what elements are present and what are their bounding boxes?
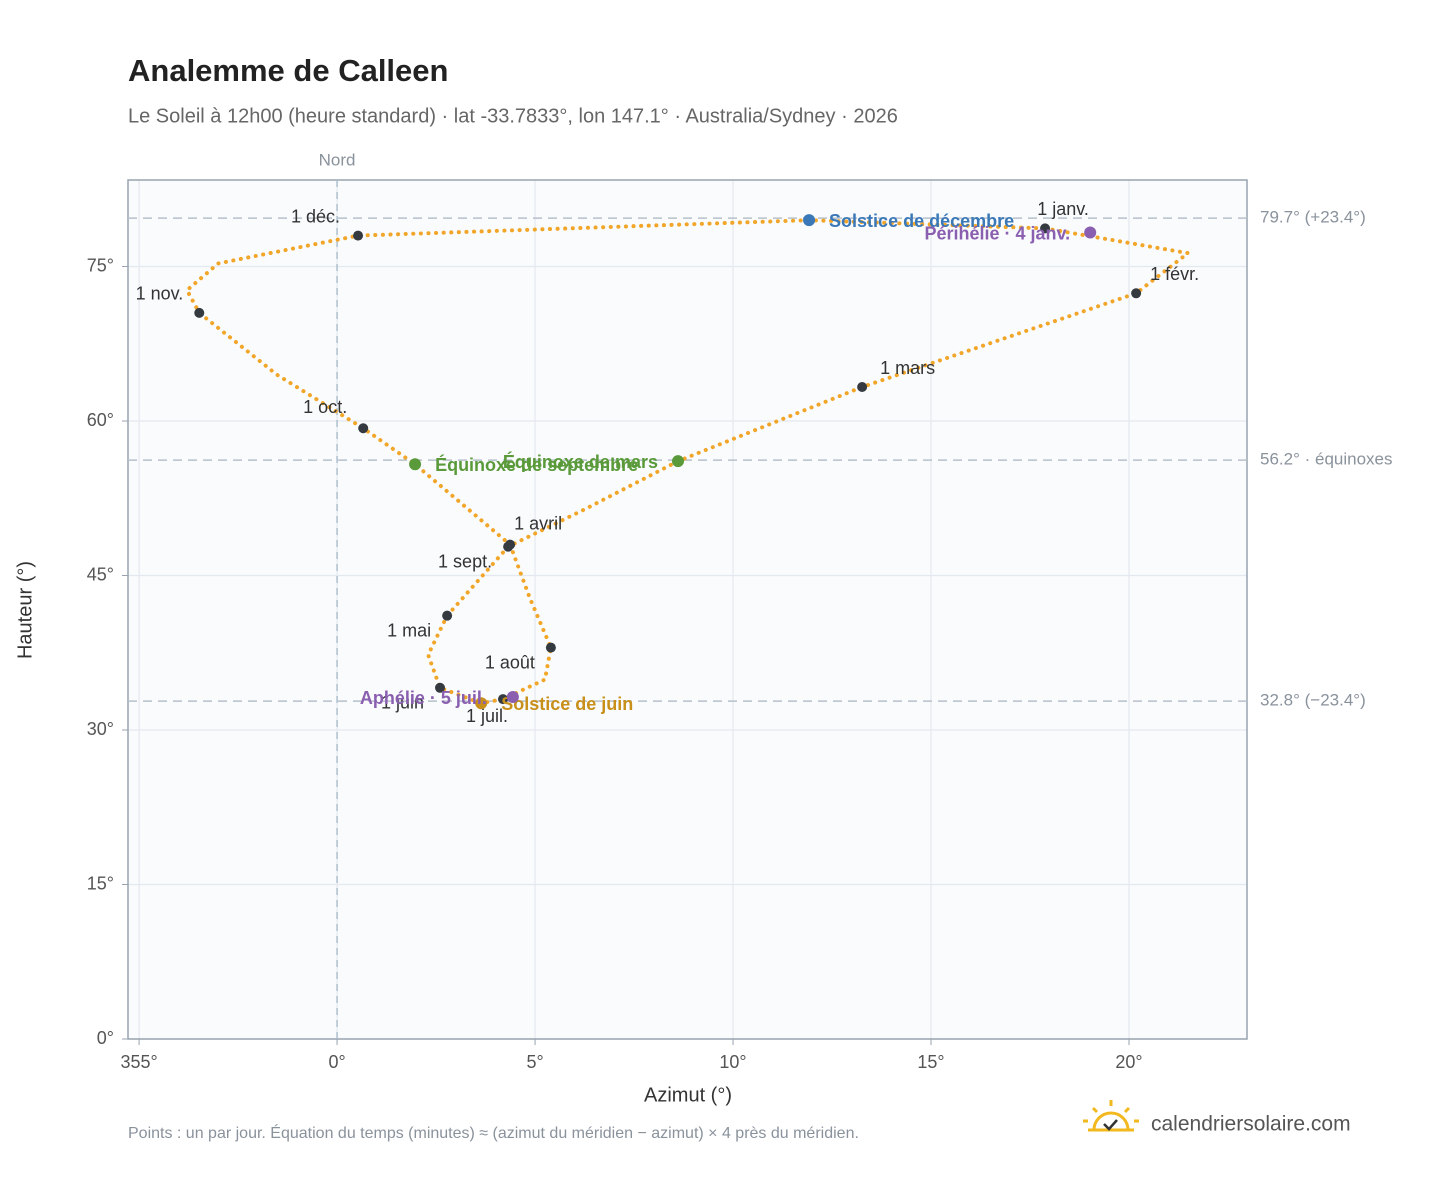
month-point bbox=[497, 694, 508, 705]
chart-title: Analemme de Calleen bbox=[128, 53, 448, 88]
brand: calendriersolaire.com bbox=[1151, 1113, 1351, 1136]
event-label: Équinoxe de septembre bbox=[435, 454, 638, 475]
month-point bbox=[505, 539, 516, 550]
brand-logo bbox=[1083, 1100, 1139, 1132]
month-point bbox=[442, 610, 453, 621]
month-label: 1 mars bbox=[880, 358, 935, 378]
month-label: 1 janv. bbox=[1037, 199, 1089, 219]
month-point bbox=[353, 230, 364, 241]
month-point bbox=[545, 642, 556, 653]
month-label: 1 févr. bbox=[1150, 264, 1199, 284]
month-label: 1 nov. bbox=[136, 284, 184, 304]
x-tick-label: 10° bbox=[719, 1052, 746, 1072]
plot-area bbox=[128, 180, 1247, 1039]
event-label: Périhélie · 4 janv. bbox=[924, 223, 1070, 243]
month-label: 1 sept. bbox=[438, 551, 492, 571]
y-tick-label: 0° bbox=[97, 1028, 114, 1048]
event-label: Solstice de juin bbox=[501, 694, 633, 714]
reference-label: 56.2° · équinoxes bbox=[1260, 450, 1393, 469]
event-label: Équinoxe de mars bbox=[503, 451, 658, 472]
month-label: 1 août bbox=[485, 652, 535, 672]
y-tick-label: 45° bbox=[87, 564, 114, 584]
x-tick-label: 5° bbox=[526, 1052, 543, 1072]
y-tick-label: 60° bbox=[87, 410, 114, 430]
event-point bbox=[1084, 226, 1097, 239]
month-point bbox=[1040, 223, 1051, 234]
y-axis-label: Hauteur (°) bbox=[14, 561, 36, 659]
event-point bbox=[671, 455, 684, 468]
x-tick-label: 20° bbox=[1115, 1052, 1142, 1072]
month-label: 1 oct. bbox=[303, 397, 347, 417]
month-point bbox=[435, 682, 446, 693]
event-point bbox=[475, 697, 488, 710]
y-tick-label: 15° bbox=[87, 873, 114, 893]
month-point bbox=[857, 382, 868, 393]
event-point bbox=[506, 691, 519, 704]
x-tick-label: 15° bbox=[917, 1052, 944, 1072]
footnote: Points : un par jour. Équation du temps … bbox=[128, 1123, 859, 1142]
event-label: Aphélie · 5 juil. bbox=[360, 688, 487, 708]
month-label: 1 avril bbox=[514, 513, 562, 533]
y-tick-label: 30° bbox=[87, 719, 114, 739]
month-label: 1 mai bbox=[387, 620, 431, 640]
month-point bbox=[1131, 288, 1142, 299]
y-tick-label: 75° bbox=[87, 255, 114, 275]
month-label: 1 juin bbox=[381, 693, 424, 713]
month-label: 1 juil. bbox=[466, 706, 508, 726]
event-label: Solstice de décembre bbox=[829, 211, 1014, 231]
reference-label: 79.7° (+23.4°) bbox=[1260, 208, 1366, 227]
month-point bbox=[194, 307, 205, 318]
reference-label: 32.8° (−23.4°) bbox=[1260, 691, 1366, 710]
x-axis-label: Azimut (°) bbox=[644, 1084, 732, 1106]
subtitle: Le Soleil à 12h00 (heure standard) · lat… bbox=[128, 105, 898, 127]
month-label: 1 déc. bbox=[291, 206, 340, 226]
x-tick-label: 0° bbox=[328, 1052, 345, 1072]
month-point bbox=[358, 423, 369, 434]
plot-frame bbox=[127, 179, 1248, 1040]
event-point bbox=[803, 214, 816, 227]
event-point bbox=[409, 458, 422, 471]
north-label: Nord bbox=[319, 150, 356, 169]
x-tick-label: 355° bbox=[120, 1052, 157, 1072]
